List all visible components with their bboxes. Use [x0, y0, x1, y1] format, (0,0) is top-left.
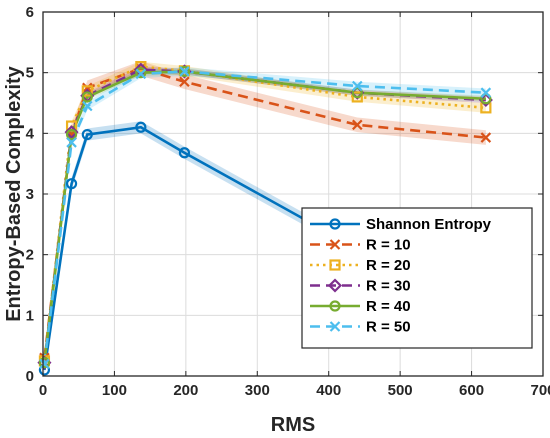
legend-marker	[329, 239, 341, 250]
x-tick-label: 100	[102, 382, 127, 399]
series-markers	[37, 60, 493, 376]
series-5-point	[179, 66, 190, 77]
series-4-point	[81, 91, 93, 103]
series-4-point	[65, 128, 78, 141]
series-1-point	[352, 119, 363, 131]
series-5-point	[352, 80, 363, 92]
legend-label: R = 10	[366, 237, 411, 254]
legend-marker	[329, 300, 341, 312]
series-5-point	[66, 137, 77, 148]
y-tick-label: 3	[26, 186, 34, 203]
legend-label: R = 50	[366, 319, 411, 336]
series-5-point	[39, 358, 50, 370]
x-axis-ticks: 0 100 200 300 400 500 600 700	[39, 12, 550, 399]
legend-box	[301, 207, 533, 349]
y-tick-label: 5	[26, 65, 34, 82]
x-tick-label: 300	[245, 382, 270, 399]
series-0-point	[65, 178, 78, 190]
series-4-point	[178, 65, 191, 78]
series-5-point	[135, 68, 147, 80]
x-tick-label: 700	[530, 382, 550, 399]
x-axis-label: RMS	[271, 414, 315, 436]
series-1-point	[480, 132, 492, 143]
legend-marker	[329, 218, 341, 230]
series-4-point	[135, 67, 147, 79]
series-5-point	[82, 100, 93, 112]
y-tick-label: 4	[26, 125, 35, 142]
x-tick-label: 600	[459, 382, 484, 399]
legend-marker	[329, 259, 341, 271]
series-0-point	[135, 121, 147, 133]
series-2-point	[81, 85, 93, 97]
y-axis-ticks: 0 1 2 3 4 5 6	[26, 4, 543, 385]
series-2-point	[135, 60, 147, 73]
x-tick-label: 500	[388, 382, 413, 399]
series-4-point	[480, 93, 492, 105]
series-5-point	[480, 87, 492, 98]
x-tick-label: 0	[39, 382, 47, 399]
series-1-point	[179, 76, 190, 88]
grid	[42, 11, 544, 377]
y-axis-label: Entropy-Based Complexity	[3, 65, 25, 321]
x-tick-label: 200	[173, 382, 198, 399]
series-0-point	[81, 128, 93, 141]
legend-marker	[329, 321, 341, 332]
legend-label: R = 20	[366, 257, 411, 274]
series-1-point	[82, 82, 93, 94]
y-tick-label: 6	[26, 4, 34, 21]
legend: Shannon Entropy R = 10 R = 20 R = 30 R = 40 R…	[301, 207, 533, 349]
legend-label: R = 40	[366, 298, 411, 315]
series-4-point	[351, 87, 363, 99]
x-tick-label: 400	[316, 382, 341, 399]
legend-label: Shannon Entropy	[366, 216, 492, 233]
series-3-point	[64, 125, 79, 140]
y-tick-label: 2	[26, 247, 34, 264]
series-4-point	[38, 357, 51, 369]
legend-label: R = 30	[366, 278, 411, 295]
series-2-point	[351, 91, 363, 103]
y-tick-label: 0	[26, 368, 34, 385]
legend-marker	[327, 278, 343, 293]
y-tick-label: 1	[26, 307, 34, 324]
series-0-point	[178, 147, 191, 159]
